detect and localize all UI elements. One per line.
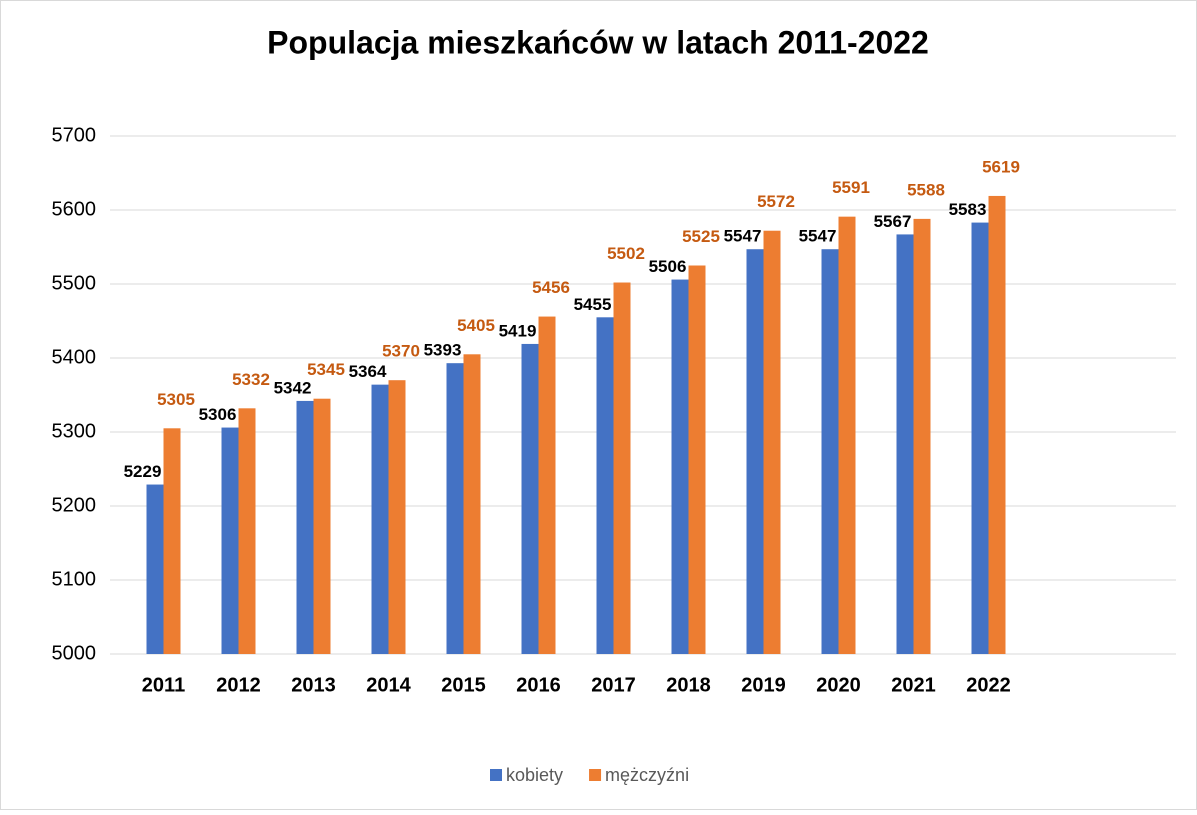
data-label: 5419 (499, 321, 537, 340)
data-label: 5345 (307, 360, 345, 379)
data-label: 5332 (232, 370, 270, 389)
data-label: 5619 (982, 157, 1020, 176)
data-label: 5591 (832, 178, 870, 197)
data-label: 5588 (907, 180, 945, 199)
bar (296, 400, 314, 654)
bar (146, 484, 164, 654)
data-label: 5525 (682, 227, 720, 246)
data-label: 5342 (274, 378, 312, 397)
legend-swatch (589, 769, 602, 781)
data-label: 5393 (424, 341, 462, 360)
y-tick-label: 5500 (52, 272, 97, 294)
legend-label: mężczyźni (605, 765, 689, 785)
data-label: 5405 (457, 316, 495, 335)
x-tick-label: 2017 (591, 674, 636, 696)
data-label: 5455 (574, 295, 612, 314)
data-label: 5306 (199, 405, 237, 424)
x-tick-label: 2018 (666, 674, 711, 696)
bar (446, 363, 464, 654)
bar (763, 230, 781, 654)
bar (988, 195, 1006, 654)
y-tick-label: 5400 (52, 346, 97, 368)
y-tick-label: 5700 (52, 124, 97, 146)
bar (746, 249, 764, 654)
data-label: 5547 (724, 227, 762, 246)
data-label: 5305 (157, 390, 195, 409)
x-tick-label: 2014 (366, 674, 411, 696)
x-tick-label: 2011 (142, 674, 185, 696)
data-label: 5456 (532, 278, 570, 297)
y-tick-label: 5100 (52, 568, 97, 590)
bar (463, 354, 481, 654)
bar (221, 427, 239, 654)
legend-label: kobiety (506, 765, 563, 785)
bar (671, 279, 689, 654)
x-tick-label: 2020 (816, 674, 861, 696)
data-label: 5547 (799, 227, 837, 246)
data-label: 5572 (757, 192, 795, 211)
bar (538, 316, 556, 654)
x-tick-label: 2022 (966, 674, 1011, 696)
data-label: 5583 (949, 200, 987, 219)
bar (913, 218, 931, 654)
bar (596, 317, 614, 654)
data-label: 5502 (607, 244, 645, 263)
y-tick-label: 5300 (52, 420, 97, 442)
x-tick-label: 2013 (291, 674, 336, 696)
bar (388, 380, 406, 654)
bar (971, 222, 989, 654)
y-tick-label: 5600 (52, 198, 97, 220)
bar (313, 398, 331, 654)
bar (896, 234, 914, 655)
data-label: 5370 (382, 342, 420, 361)
x-tick-label: 2021 (891, 674, 936, 696)
bar (688, 265, 706, 654)
data-label: 5364 (349, 362, 387, 381)
x-tick-label: 2012 (216, 674, 261, 696)
legend-swatch (490, 769, 502, 781)
bar (838, 216, 856, 654)
bar (163, 428, 181, 654)
data-label: 5506 (649, 257, 687, 276)
x-tick-label: 2015 (441, 674, 486, 696)
chart-title: Populacja mieszkańców w latach 2011-2022 (267, 24, 929, 60)
bar (521, 343, 539, 654)
bar (613, 282, 631, 654)
y-tick-label: 5200 (52, 494, 97, 516)
y-tick-label: 5000 (52, 642, 97, 664)
data-label: 5567 (874, 212, 912, 231)
bar (821, 249, 839, 654)
bar (371, 384, 389, 654)
x-tick-label: 2016 (516, 674, 561, 696)
x-tick-label: 2019 (741, 674, 786, 696)
bar (238, 408, 256, 654)
data-label: 5229 (124, 462, 162, 481)
